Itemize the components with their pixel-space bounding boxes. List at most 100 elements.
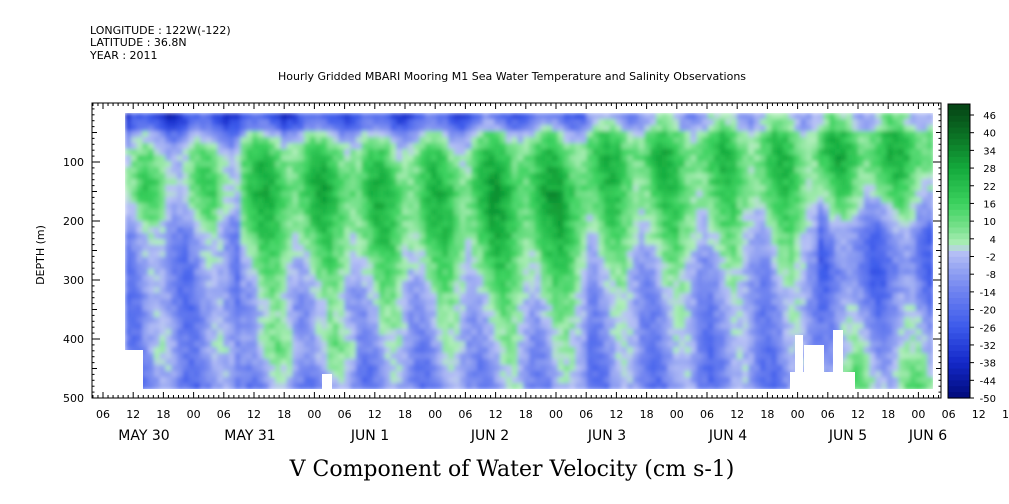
y-tick-label: 300 [63,274,84,287]
colorbar-segment [948,392,970,399]
x-hour-label: 06 [821,408,835,421]
x-hour-label: 06 [217,408,231,421]
colorbar-segment [948,333,970,340]
colorbar-segment [948,115,970,123]
x-hour-label: 18 [277,408,291,421]
x-hour-label: 12 [851,408,865,421]
x-day-label: JUN 4 [708,428,747,444]
colorbar-label: -8 [986,270,996,281]
x-hour-label: 06 [338,408,352,421]
colorbar-segment [948,280,970,287]
x-day-label: JUN 6 [908,428,947,444]
colorbar-label: 10 [983,217,996,228]
x-day-label: JUN 3 [587,428,626,444]
colorbar-label: 4 [990,235,996,246]
colorbar-segment [948,292,970,299]
y-tick-labels: 100 200 300 400 500 [63,156,84,405]
colorbar-label: 46 [983,111,996,122]
colorbar-segment [948,151,970,158]
colorbar-segment [948,198,970,205]
colorbar-frame [947,103,971,399]
colorbar-label: 16 [983,199,996,210]
x-hour-label: 18 [881,408,895,421]
x-hour-label: 12 [489,408,503,421]
colorbar-segment [948,298,970,305]
colorbar-segment [948,192,970,199]
colorbar-label: 40 [983,129,996,140]
colorbar-segment [948,245,970,252]
x-hour-label: 18 [760,408,774,421]
x-hour-label: 00 [791,408,805,421]
colorbar-label: -38 [980,359,996,370]
x-axis-title: V Component of Water Velocity (cm s-1) [289,457,735,482]
colorbar-label: -50 [980,394,996,405]
colorbar-segment [948,262,970,270]
y-tick-label: 400 [63,333,84,346]
colorbar-segment [948,227,970,234]
colorbar-segment [948,368,970,376]
colorbar-segment [948,215,970,223]
colorbar-segment [948,309,970,317]
colorbar-segment [948,156,970,164]
colorbar-segment [948,268,970,276]
x-hour-label: 18 [398,408,412,421]
latitude-label: LATITUDE : 36.8N [90,36,187,49]
colorbar-segment [948,139,970,146]
x-hour-label: 00 [549,408,563,421]
colorbar-segment [948,362,970,370]
colorbar-segment [948,339,970,346]
colorbar-segment [948,209,970,217]
x-hour-label: 12 [972,408,986,421]
y-axis-title: DEPTH (m) [34,225,47,285]
x-hour-label: 00 [307,408,321,421]
x-day-label: MAY 31 [224,428,275,444]
x-hour-label: 18 [519,408,533,421]
colorbar-segment [948,109,970,117]
colorbar-segment [948,256,970,264]
colorbar [947,103,971,399]
colorbar-segment [948,374,970,381]
colorbar-segment [948,127,970,134]
colorbar-label: 34 [983,146,996,157]
colorbar-segment [948,327,970,334]
colorbar-segment [948,350,970,358]
y-tick-label: 100 [63,156,84,169]
colorbar-segment [948,315,970,323]
x-hour-label: 18 [156,408,170,421]
colorbar-segment [948,145,970,152]
colorbar-segment [948,186,970,193]
colorbar-segment [948,286,970,293]
colorbar-label: -44 [980,376,996,387]
x-hour-label: 06 [700,408,714,421]
x-hour-label: 06 [942,408,956,421]
colorbar-segment [948,274,970,281]
heatmap-field [125,113,933,389]
colorbar-segment [948,104,970,111]
x-hour-label: 12 [609,408,623,421]
colorbar-segment [948,239,970,246]
x-hour-label: 18 [1002,408,1009,421]
colorbar-segment [948,180,970,187]
x-hour-label: 06 [458,408,472,421]
colorbar-label: -2 [986,253,996,264]
no-data-mask [125,330,855,390]
colorbar-segment [948,121,970,129]
longitude-label: LONGITUDE : 122W(-122) [90,24,231,37]
colorbar-segment [948,233,970,240]
x-day-labels: MAY 30 MAY 31 JUN 1 JUN 2 JUN 3 JUN 4 JUN 5 JUN… [118,428,947,444]
colorbar-segment [948,321,970,329]
colorbar-label: -26 [980,323,996,334]
colorbar-segment [948,203,970,211]
x-hour-label: 00 [187,408,201,421]
colorbar-label: 22 [983,182,996,193]
colorbar-segment [948,356,970,364]
x-hour-label: 12 [368,408,382,421]
year-label: YEAR : 2011 [89,49,158,62]
x-day-label: JUN 2 [470,428,509,444]
x-day-label: JUN 5 [828,428,867,444]
x-hour-label: 00 [428,408,442,421]
x-hour-label: 12 [730,408,744,421]
x-hour-label: 00 [911,408,925,421]
colorbar-segment [948,345,970,352]
